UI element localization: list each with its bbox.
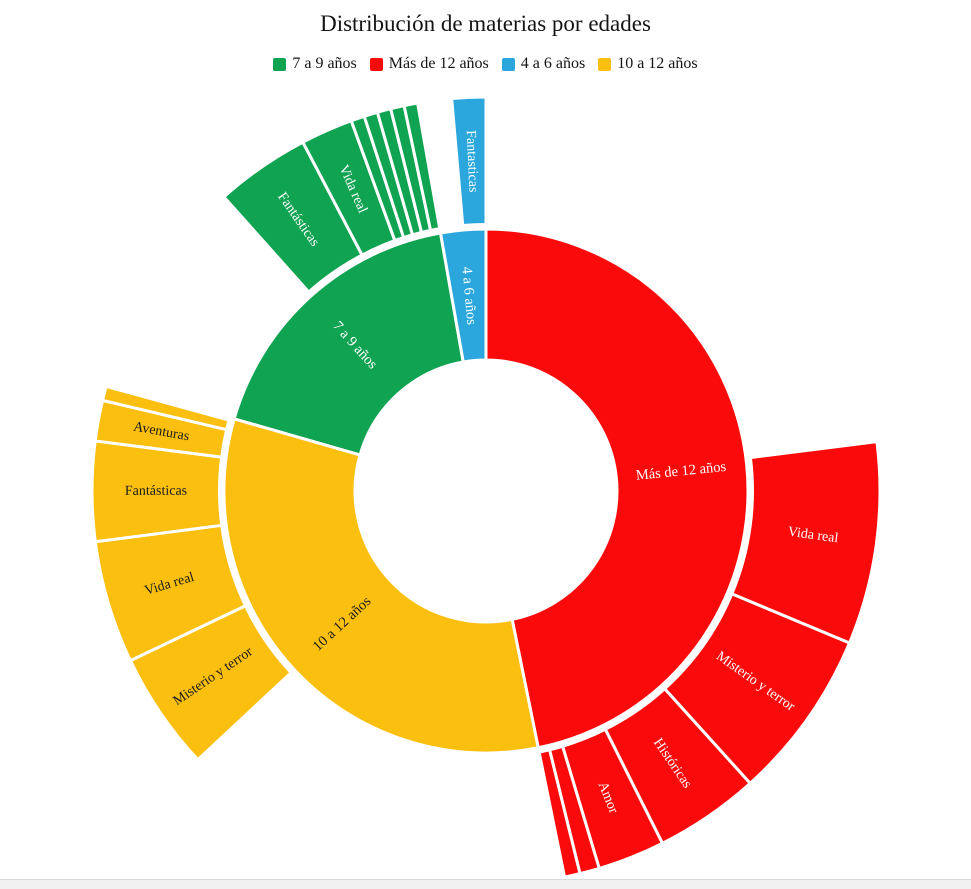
legend-label: 4 a 6 años — [520, 55, 586, 72]
bottom-border — [0, 879, 971, 889]
segment-label-vida-real: Vida real — [787, 525, 840, 547]
segment-label-fantasticas: Fantasticas — [463, 130, 481, 193]
segment-inner-10-a-12-años[interactable] — [222, 417, 540, 755]
legend-swatch-green — [273, 57, 287, 71]
segment-outer-fantasticas[interactable] — [450, 95, 488, 228]
segment-inner-4-a-6-años[interactable] — [439, 227, 488, 364]
legend-item-7-a-9-años[interactable]: 7 a 9 años — [273, 55, 357, 73]
legend-swatch-red — [369, 57, 383, 71]
legend-swatch-yellow — [598, 57, 612, 71]
segment-label-fantásticas: Fantásticas — [125, 484, 187, 499]
segment-outer-unlabeled[interactable] — [537, 748, 582, 879]
segment-outer-unlabeled[interactable] — [402, 101, 442, 232]
legend-item-más-de-12-años[interactable]: Más de 12 años — [369, 55, 489, 73]
legend-item-4-a-6-años[interactable]: 4 a 6 años — [501, 55, 586, 73]
legend-item-10-a-12-años[interactable]: 10 a 12 años — [598, 55, 698, 73]
legend-label: Más de 12 años — [388, 55, 489, 72]
segment-outer-unlabeled[interactable] — [101, 384, 231, 432]
legend-swatch-blue — [501, 57, 515, 71]
segment-label-4-a-6-años: 4 a 6 años — [458, 266, 479, 326]
segment-inner-más-de-12-años[interactable] — [484, 227, 750, 750]
legend: 7 a 9 años Más de 12 años 4 a 6 años 10 a 1… — [0, 55, 971, 73]
segment-inner-7-a-9-años[interactable] — [232, 231, 465, 457]
legend-label: 7 a 9 años — [292, 55, 357, 72]
chart-title: Distribución de materias por edades — [320, 11, 651, 36]
legend-label: 10 a 12 años — [617, 55, 698, 72]
